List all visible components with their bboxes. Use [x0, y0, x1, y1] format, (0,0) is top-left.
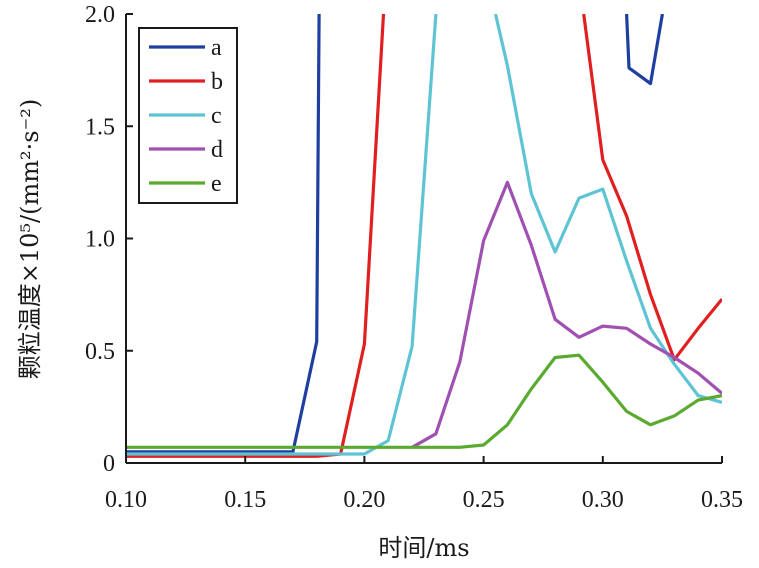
y-tick-label: 1.0 — [85, 227, 115, 253]
legend-label-a: a — [211, 35, 222, 61]
series-line-c — [126, 14, 438, 456]
series-line-a — [126, 14, 321, 454]
legend-label-b: b — [211, 69, 223, 95]
x-tick-label: 0.25 — [463, 487, 505, 513]
x-tick-label: 0.35 — [701, 487, 743, 513]
series-line-b — [582, 14, 722, 362]
x-tick-label: 0.10 — [105, 487, 147, 513]
legend-label-e: e — [211, 171, 222, 197]
x-tick-label: 0.30 — [582, 487, 624, 513]
x-tick-label: 0.20 — [343, 487, 385, 513]
series-line-e — [126, 353, 722, 449]
legend-label-d: d — [211, 137, 223, 163]
x-axis-title: 时间/ms — [378, 534, 469, 562]
series-line-d — [411, 180, 722, 449]
x-tick-label: 0.15 — [224, 487, 266, 513]
tick-labels: 0.10 0.15 0.20 0.25 0.30 0.35 0 0.5 1.0 1.5 2.0 — [85, 2, 743, 513]
y-axis-title: 颗粒温度×10⁵/(mm²·s⁻²) — [16, 99, 44, 379]
y-tick-label: 2.0 — [85, 2, 115, 28]
series-line-b — [126, 14, 386, 458]
y-tick-label: 0 — [103, 451, 115, 477]
series-line-a — [625, 14, 664, 86]
series-layer — [126, 14, 722, 458]
series-line-c — [493, 14, 722, 404]
y-tick-label: 0.5 — [85, 339, 115, 365]
y-tick-label: 1.5 — [85, 114, 115, 140]
legend-label-c: c — [211, 103, 222, 129]
